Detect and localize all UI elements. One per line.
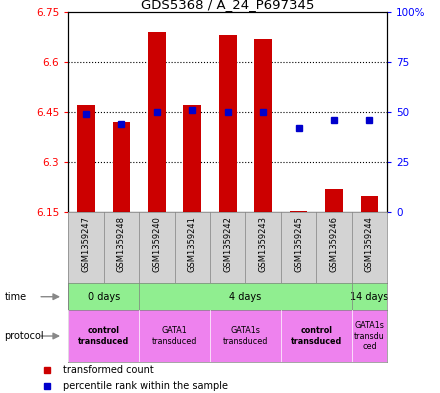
Title: GDS5368 / A_24_P697345: GDS5368 / A_24_P697345 <box>141 0 315 11</box>
Bar <box>77 105 95 212</box>
Text: GSM1359243: GSM1359243 <box>259 216 268 272</box>
Text: percentile rank within the sample: percentile rank within the sample <box>63 381 228 391</box>
Text: 4 days: 4 days <box>229 292 261 302</box>
Text: control
transduced: control transduced <box>78 326 129 346</box>
Bar <box>68 310 139 362</box>
Bar <box>68 283 139 310</box>
Bar <box>254 39 272 212</box>
Text: 0 days: 0 days <box>88 292 120 302</box>
Text: GSM1359244: GSM1359244 <box>365 216 374 272</box>
Text: GSM1359241: GSM1359241 <box>188 216 197 272</box>
Text: GATA1s
transdu
ced: GATA1s transdu ced <box>354 321 385 351</box>
Text: GSM1359245: GSM1359245 <box>294 216 303 272</box>
Text: GATA1s
transduced: GATA1s transduced <box>223 326 268 346</box>
Bar <box>352 310 387 362</box>
Text: transformed count: transformed count <box>63 365 154 375</box>
Text: 14 days: 14 days <box>350 292 389 302</box>
Bar <box>361 196 378 212</box>
Text: control
transduced: control transduced <box>291 326 342 346</box>
Bar <box>219 35 237 212</box>
Bar <box>210 310 281 362</box>
Bar <box>113 122 130 212</box>
Text: GSM1359242: GSM1359242 <box>223 216 232 272</box>
Bar <box>139 310 210 362</box>
Bar <box>183 105 201 212</box>
Text: GSM1359247: GSM1359247 <box>81 216 91 272</box>
Text: GSM1359246: GSM1359246 <box>330 216 338 272</box>
Text: time: time <box>4 292 26 302</box>
Text: GSM1359240: GSM1359240 <box>152 216 161 272</box>
Text: GSM1359248: GSM1359248 <box>117 216 126 272</box>
Bar <box>290 211 308 212</box>
Bar <box>139 283 352 310</box>
Bar <box>352 283 387 310</box>
Bar <box>281 310 352 362</box>
Text: GATA1
transduced: GATA1 transduced <box>152 326 197 346</box>
Text: protocol: protocol <box>4 331 44 341</box>
Bar <box>325 189 343 212</box>
Bar <box>148 32 166 212</box>
